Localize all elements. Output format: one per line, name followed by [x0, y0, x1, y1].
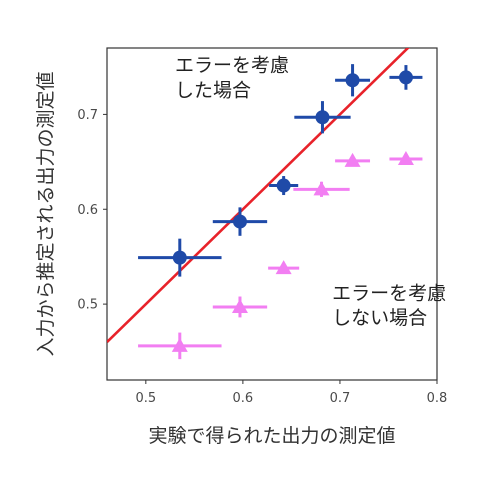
x-tick-label: 0.7 — [330, 391, 351, 406]
plot-frame — [106, 47, 438, 381]
x-tick-label: 0.6 — [233, 391, 254, 406]
series-1 — [138, 150, 423, 360]
data-point — [398, 70, 413, 85]
x-tick-label: 0.8 — [427, 391, 448, 406]
annotation-label: エラーを考慮しない場合 — [332, 282, 446, 329]
data-point — [315, 110, 330, 125]
y-tick-label: 0.7 — [77, 108, 98, 123]
data-point — [276, 178, 291, 193]
reference-line — [107, 48, 410, 343]
data-point — [313, 181, 330, 196]
data-point — [345, 73, 360, 88]
data-point — [275, 260, 292, 275]
data-point — [172, 250, 187, 265]
annotation-line: しない場合 — [332, 307, 427, 329]
series-0 — [138, 64, 423, 277]
annotation-line: エラーを考慮 — [332, 282, 446, 304]
annotation-line: エラーを考慮 — [175, 55, 289, 77]
x-axis-label: 実験で得られた出力の測定値 — [148, 425, 395, 447]
y-tick-label: 0.6 — [77, 203, 98, 218]
annotation-line: した場合 — [175, 79, 251, 101]
data-point — [232, 214, 247, 229]
y-tick-label: 0.5 — [77, 298, 98, 313]
x-tick-label: 0.5 — [135, 391, 156, 406]
y-axis-label: 入力から推定される出力の測定値 — [35, 71, 57, 356]
data-point — [171, 337, 188, 352]
data-point — [231, 298, 248, 313]
annotation-label: エラーを考慮した場合 — [175, 55, 289, 102]
data-point — [344, 152, 361, 167]
data-point — [397, 150, 414, 165]
